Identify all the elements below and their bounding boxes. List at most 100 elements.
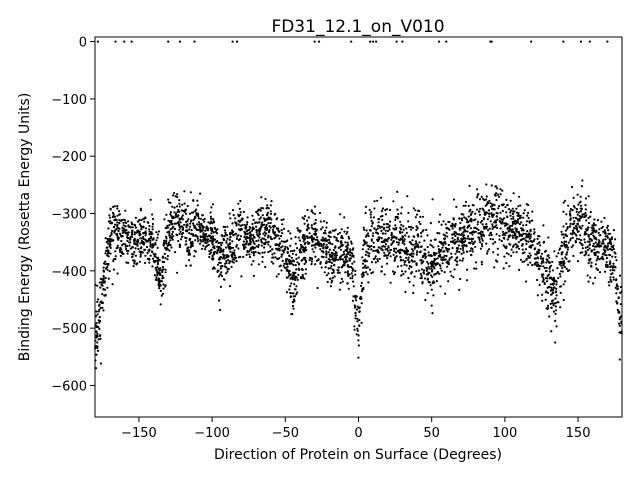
data-point: [548, 270, 551, 273]
data-point: [306, 225, 309, 228]
data-point: [275, 275, 278, 278]
data-point: [281, 249, 284, 252]
data-point: [548, 267, 551, 270]
data-point: [481, 245, 484, 248]
data-point: [380, 265, 383, 268]
data-point: [313, 212, 316, 215]
data-point: [257, 243, 260, 246]
data-point: [366, 244, 369, 247]
data-point: [581, 224, 584, 227]
data-point: [584, 208, 587, 211]
data-point: [562, 210, 565, 213]
data-point: [280, 269, 283, 272]
data-point: [211, 203, 215, 206]
data-point: [165, 239, 168, 242]
data-point: [405, 256, 408, 259]
data-point: [230, 254, 233, 257]
data-point: [370, 211, 373, 214]
data-point: [388, 251, 391, 254]
data-point: [392, 253, 395, 256]
data-point: [284, 245, 287, 248]
data-point: [101, 281, 104, 284]
data-point: [163, 239, 166, 242]
data-point: [168, 249, 171, 252]
data-point: [277, 234, 280, 237]
data-point: [546, 286, 549, 289]
data-point: [476, 196, 479, 199]
data-point: [476, 194, 479, 197]
data-point: [564, 256, 567, 259]
data-point: [369, 40, 372, 43]
data-point: [362, 271, 365, 274]
data-point: [578, 225, 581, 228]
y-axis-label: Binding Energy (Rosetta Energy Units): [17, 93, 33, 362]
data-point: [258, 221, 261, 224]
data-point: [189, 225, 192, 228]
data-point: [548, 256, 551, 259]
data-point: [554, 319, 557, 322]
data-point: [565, 222, 568, 225]
data-point: [167, 198, 170, 201]
data-point: [469, 249, 472, 252]
data-point: [461, 226, 464, 229]
data-point: [496, 187, 499, 190]
data-point: [166, 231, 169, 234]
data-point: [437, 254, 440, 258]
data-point: [225, 246, 228, 249]
data-point: [356, 329, 359, 332]
data-point: [364, 211, 367, 215]
data-point: [171, 205, 174, 208]
data-point: [177, 214, 180, 217]
data-point: [303, 215, 307, 218]
data-point: [322, 251, 325, 254]
data-point: [529, 230, 532, 233]
data-point: [254, 221, 257, 224]
data-point: [386, 238, 389, 241]
data-point: [569, 218, 572, 221]
data-point: [116, 221, 119, 224]
data-point: [372, 249, 375, 252]
data-point: [297, 229, 301, 232]
data-point: [219, 267, 222, 270]
data-point: [219, 249, 222, 252]
data-point: [99, 337, 102, 340]
data-point: [325, 239, 328, 243]
data-point: [325, 250, 328, 253]
data-point: [569, 232, 572, 235]
data-point: [139, 253, 142, 256]
data-point: [431, 275, 434, 278]
data-point: [458, 233, 461, 236]
data-point: [511, 228, 514, 231]
data-point: [581, 247, 584, 250]
data-point: [386, 240, 389, 243]
data-point: [613, 251, 616, 254]
data-point: [276, 227, 279, 230]
data-point: [223, 257, 226, 260]
data-point: [614, 256, 617, 259]
data-point: [412, 235, 415, 238]
data-point: [281, 223, 284, 226]
data-point: [481, 223, 484, 226]
data-point: [304, 261, 308, 264]
data-point: [285, 262, 288, 266]
data-point: [255, 229, 258, 232]
data-point: [385, 226, 388, 229]
data-point: [446, 250, 449, 253]
data-point: [356, 327, 359, 330]
data-point: [389, 281, 392, 284]
data-point: [338, 271, 341, 274]
data-point: [611, 255, 614, 258]
data-point: [252, 254, 256, 257]
data-point: [109, 222, 112, 225]
data-point: [357, 307, 360, 310]
data-point: [415, 270, 418, 273]
data-point: [503, 222, 506, 225]
data-point: [303, 250, 306, 253]
data-point: [111, 229, 114, 232]
plot-frame: [94, 36, 623, 418]
data-point: [243, 243, 246, 246]
data-point: [396, 265, 399, 268]
data-point: [331, 258, 334, 261]
data-point: [411, 226, 415, 229]
data-point: [554, 297, 557, 300]
